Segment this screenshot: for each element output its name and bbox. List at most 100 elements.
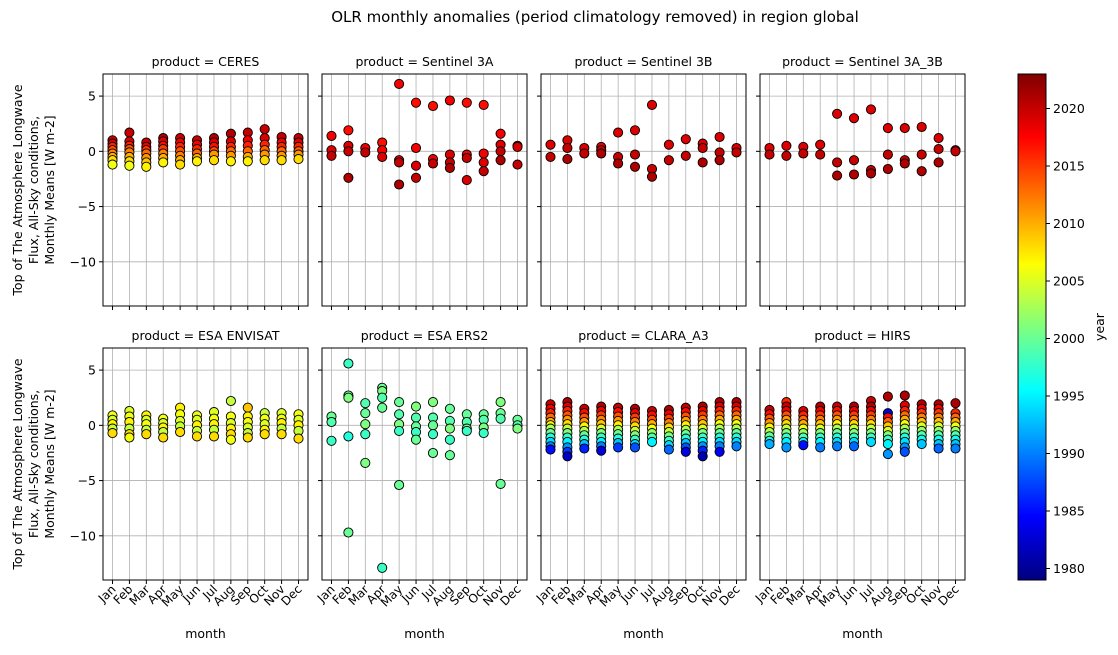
panel-title: product = CERES xyxy=(152,54,260,69)
y-axis-label: Monthly Means [W m-2] xyxy=(42,389,57,538)
data-point xyxy=(427,420,439,431)
data-point xyxy=(848,169,860,180)
data-point xyxy=(478,99,489,110)
y-tick-label: −5 xyxy=(78,199,96,214)
panel-title: product = Sentinel 3A xyxy=(356,54,494,69)
panel-4: product = Sentinel 3A_3B xyxy=(756,54,966,310)
colorbar-tick-label: 2015 xyxy=(1053,159,1085,174)
data-point xyxy=(899,390,910,401)
data-point xyxy=(394,409,405,420)
data-point xyxy=(798,148,809,159)
panel-title: product = CLARA_A3 xyxy=(578,328,709,343)
data-point xyxy=(495,413,506,424)
data-point xyxy=(865,168,877,179)
data-point xyxy=(444,423,455,434)
y-axis-label: Top of The Atmosphere Longwave xyxy=(10,358,25,570)
data-point xyxy=(680,134,691,145)
data-point xyxy=(933,144,944,155)
panel-points xyxy=(107,395,304,445)
data-point xyxy=(562,451,573,462)
data-point xyxy=(495,155,506,166)
data-point xyxy=(781,442,792,453)
data-point xyxy=(815,442,826,453)
data-point xyxy=(495,128,506,139)
data-point xyxy=(848,441,860,452)
panel-frame xyxy=(540,347,747,581)
panel-grid xyxy=(322,74,527,306)
data-point xyxy=(916,121,927,133)
x-axis-label: month xyxy=(185,626,226,641)
panel-points xyxy=(545,99,742,182)
colorbar-tick-label: 1980 xyxy=(1053,561,1085,576)
data-point xyxy=(377,402,388,413)
data-point xyxy=(242,432,253,443)
data-point xyxy=(562,154,573,165)
data-point xyxy=(596,148,607,159)
data-point xyxy=(646,436,658,447)
data-point xyxy=(512,141,523,152)
data-point xyxy=(444,403,455,414)
data-point xyxy=(613,158,624,169)
data-point xyxy=(444,450,455,461)
panel-frame xyxy=(102,73,309,307)
panel-grid xyxy=(322,348,527,580)
data-point xyxy=(697,157,708,168)
data-point xyxy=(225,395,236,407)
data-point xyxy=(276,429,287,440)
data-point xyxy=(646,171,658,182)
data-point xyxy=(326,130,337,141)
data-point xyxy=(512,423,523,434)
data-point xyxy=(882,163,893,175)
data-point xyxy=(444,434,455,445)
x-tick-label: Jun xyxy=(398,582,422,606)
data-point xyxy=(175,426,186,438)
data-point xyxy=(848,113,860,124)
data-point xyxy=(731,147,742,158)
data-point xyxy=(326,435,337,446)
data-point xyxy=(360,398,371,409)
colorbar-tick-label: 2005 xyxy=(1053,274,1085,289)
data-point xyxy=(882,123,893,134)
data-point xyxy=(394,397,405,408)
data-point xyxy=(899,123,910,134)
data-point xyxy=(882,391,893,402)
x-tick-label: Dec xyxy=(278,582,304,608)
data-point xyxy=(242,156,253,167)
y-tick-label: 0 xyxy=(88,418,96,433)
data-point xyxy=(832,441,843,452)
panel-points xyxy=(326,358,523,573)
data-point xyxy=(848,155,860,166)
data-point xyxy=(377,392,388,403)
data-point xyxy=(950,443,961,454)
data-point xyxy=(916,166,927,177)
data-point xyxy=(360,408,371,419)
data-point xyxy=(596,445,607,456)
data-point xyxy=(478,166,489,177)
data-point xyxy=(360,457,371,468)
data-point xyxy=(697,142,708,154)
panel-points xyxy=(545,397,742,462)
data-point xyxy=(950,398,961,409)
data-point xyxy=(242,402,253,413)
data-point xyxy=(191,156,203,167)
data-point xyxy=(410,97,422,108)
data-point xyxy=(629,149,641,160)
data-point xyxy=(916,439,927,450)
data-point xyxy=(781,150,792,161)
data-point xyxy=(815,139,826,150)
data-point xyxy=(832,170,843,181)
data-point xyxy=(343,358,354,369)
data-point xyxy=(629,125,641,136)
data-point xyxy=(478,148,489,159)
data-point xyxy=(545,444,556,455)
data-point xyxy=(613,442,624,453)
data-point xyxy=(343,392,354,403)
data-point xyxy=(461,97,472,108)
panel-title: product = ESA ENVISAT xyxy=(132,328,280,343)
data-point xyxy=(832,108,843,119)
data-point xyxy=(613,127,624,138)
data-point xyxy=(950,146,961,157)
data-point xyxy=(410,412,422,423)
y-tick-label: 5 xyxy=(88,363,96,378)
data-point xyxy=(798,440,809,451)
